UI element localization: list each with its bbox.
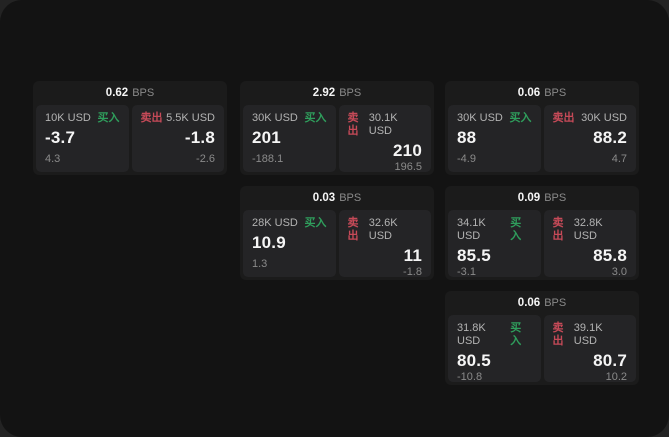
buy-tag: 买入 <box>97 112 120 124</box>
buy-delta: -188.1 <box>252 153 284 165</box>
sell-size: 5.5K USD <box>166 112 215 124</box>
buy-price: 201 <box>252 128 281 147</box>
sell-price: 11 <box>403 246 422 265</box>
sell-size: 32.8K USD <box>573 217 603 242</box>
buy-delta: 4.3 <box>45 153 61 165</box>
sell-tag: 卖出 <box>552 217 564 242</box>
buy-price: -3.7 <box>45 128 76 147</box>
buy-panel[interactable]: 10K USD 买入 -3.7 4.3 <box>36 105 129 172</box>
sell-delta: -1.8 <box>403 266 422 278</box>
quote-card: 0.09 BPS 34.1K USD 买入 85.5 -3.1 卖出 32.8K… <box>445 186 639 280</box>
sell-panel[interactable]: 卖出 32.8K USD 85.8 3.0 <box>543 210 636 278</box>
bps-value: 2.92 <box>312 87 336 99</box>
buy-size: 31.8K USD <box>457 322 486 347</box>
buy-delta: -10.8 <box>457 371 483 383</box>
buy-delta: 1.3 <box>252 258 268 270</box>
buy-tag: 买入 <box>510 322 522 347</box>
quote-card: 0.62 BPS 10K USD 买入 -3.7 4.3 卖出 5.5K USD… <box>33 81 227 175</box>
sell-panel[interactable]: 卖出 30.1K USD 210 196.5 <box>338 105 431 173</box>
buy-size: 30K USD <box>457 112 503 124</box>
buy-delta: -3.1 <box>457 266 476 278</box>
buy-tag: 买入 <box>509 112 532 124</box>
sell-tag: 卖出 <box>140 112 163 124</box>
buy-size: 28K USD <box>252 217 298 229</box>
sell-price: 88.2 <box>593 128 627 147</box>
sell-size: 30.1K USD <box>368 112 398 137</box>
buy-price: 85.5 <box>457 246 491 265</box>
bps-value: 0.09 <box>517 192 541 204</box>
bps-value: 0.62 <box>105 87 129 99</box>
quote-card: 0.03 BPS 28K USD 买入 10.9 1.3 卖出 32.6K US… <box>240 186 434 280</box>
bps-unit-label: BPS <box>544 87 567 99</box>
sell-tag: 卖出 <box>347 112 359 137</box>
bps-value: 0.03 <box>312 192 336 204</box>
sell-delta: 4.7 <box>611 153 627 165</box>
bps-value: 0.06 <box>517 297 541 309</box>
sell-delta: 10.2 <box>605 371 627 383</box>
quote-card: 0.06 BPS 30K USD 买入 88 -4.9 卖出 30K USD 8… <box>445 81 639 175</box>
sell-delta: -2.6 <box>196 153 215 165</box>
bps-unit-label: BPS <box>544 192 567 204</box>
bps-header: 0.06 BPS <box>448 81 636 105</box>
sell-panel[interactable]: 卖出 30K USD 88.2 4.7 <box>543 105 636 172</box>
sell-price: 80.7 <box>593 351 627 370</box>
buy-price: 10.9 <box>252 233 286 252</box>
sell-tag: 卖出 <box>552 112 575 124</box>
bps-header: 0.62 BPS <box>36 81 224 105</box>
buy-delta: -4.9 <box>457 153 476 165</box>
sell-size: 30K USD <box>581 112 627 124</box>
bps-value: 0.06 <box>517 87 541 99</box>
sell-price: 85.8 <box>593 246 627 265</box>
bps-header: 2.92 BPS <box>243 81 431 105</box>
bps-unit-label: BPS <box>132 87 155 99</box>
buy-panel[interactable]: 28K USD 买入 10.9 1.3 <box>243 210 336 277</box>
sell-size: 39.1K USD <box>573 322 603 347</box>
buy-size: 10K USD <box>45 112 91 124</box>
bps-header: 0.03 BPS <box>243 186 431 210</box>
buy-size: 34.1K USD <box>457 217 486 242</box>
buy-tag: 买入 <box>304 112 327 124</box>
buy-tag: 买入 <box>304 217 327 229</box>
buy-price: 88 <box>457 128 477 147</box>
buy-tag: 买入 <box>510 217 522 242</box>
sell-delta: 3.0 <box>611 266 627 278</box>
sell-tag: 卖出 <box>347 217 359 242</box>
sell-tag: 卖出 <box>552 322 564 347</box>
buy-size: 30K USD <box>252 112 298 124</box>
bps-unit-label: BPS <box>339 87 362 99</box>
buy-panel[interactable]: 31.8K USD 买入 80.5 -10.8 <box>448 315 541 383</box>
bps-unit-label: BPS <box>339 192 362 204</box>
buy-price: 80.5 <box>457 351 491 370</box>
buy-panel[interactable]: 30K USD 买入 201 -188.1 <box>243 105 336 172</box>
quote-card: 2.92 BPS 30K USD 买入 201 -188.1 卖出 30.1K … <box>240 81 434 175</box>
sell-panel[interactable]: 卖出 39.1K USD 80.7 10.2 <box>543 315 636 383</box>
sell-size: 32.6K USD <box>368 217 398 242</box>
sell-panel[interactable]: 卖出 32.6K USD 11 -1.8 <box>338 210 431 278</box>
bps-unit-label: BPS <box>544 297 567 309</box>
sell-price: -1.8 <box>184 128 215 147</box>
quote-card: 0.06 BPS 31.8K USD 买入 80.5 -10.8 卖出 39.1… <box>445 291 639 385</box>
sell-price: 210 <box>393 141 422 160</box>
bps-header: 0.09 BPS <box>448 186 636 210</box>
sell-delta: 196.5 <box>394 161 422 173</box>
sell-panel[interactable]: 卖出 5.5K USD -1.8 -2.6 <box>131 105 224 172</box>
buy-panel[interactable]: 30K USD 买入 88 -4.9 <box>448 105 541 172</box>
buy-panel[interactable]: 34.1K USD 买入 85.5 -3.1 <box>448 210 541 278</box>
bps-header: 0.06 BPS <box>448 291 636 315</box>
